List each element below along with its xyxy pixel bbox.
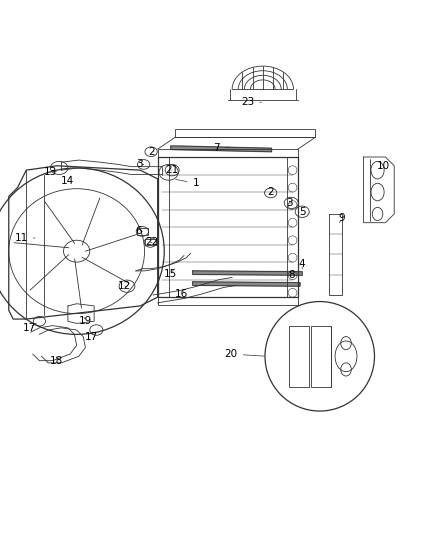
Text: 2: 2: [148, 147, 155, 157]
Text: 8: 8: [288, 270, 300, 284]
Text: 12: 12: [118, 281, 131, 291]
Bar: [287, 157, 298, 297]
Text: 11: 11: [14, 233, 35, 243]
Text: 18: 18: [49, 356, 63, 366]
Text: 15: 15: [163, 269, 177, 279]
Text: 6: 6: [135, 227, 142, 237]
Polygon shape: [193, 282, 300, 286]
Text: 3: 3: [136, 159, 144, 168]
Text: 9: 9: [338, 213, 345, 223]
Text: 2: 2: [267, 187, 274, 197]
Text: 22: 22: [145, 237, 159, 247]
Bar: [158, 157, 169, 297]
Bar: [175, 130, 315, 138]
Bar: [137, 229, 148, 235]
Text: 21: 21: [165, 165, 178, 175]
Text: 10: 10: [377, 161, 390, 171]
Text: 17: 17: [23, 323, 36, 333]
Text: 1: 1: [176, 178, 199, 188]
Text: 7: 7: [213, 143, 230, 154]
Text: 3: 3: [286, 198, 293, 208]
Text: 13: 13: [44, 167, 57, 177]
Text: 23: 23: [241, 97, 261, 107]
Text: 20: 20: [225, 349, 265, 359]
Text: 5: 5: [299, 207, 306, 217]
Text: 14: 14: [61, 176, 74, 186]
Text: 4: 4: [299, 260, 306, 269]
Text: 17: 17: [85, 332, 98, 342]
Bar: [158, 157, 298, 297]
Circle shape: [265, 302, 374, 411]
Bar: [158, 297, 298, 305]
Polygon shape: [193, 271, 302, 275]
Text: 19: 19: [79, 316, 92, 326]
Text: 16: 16: [175, 289, 188, 298]
Bar: [145, 239, 156, 246]
Bar: [311, 326, 331, 387]
Polygon shape: [171, 146, 272, 152]
Bar: [158, 149, 298, 157]
Bar: [289, 326, 309, 387]
